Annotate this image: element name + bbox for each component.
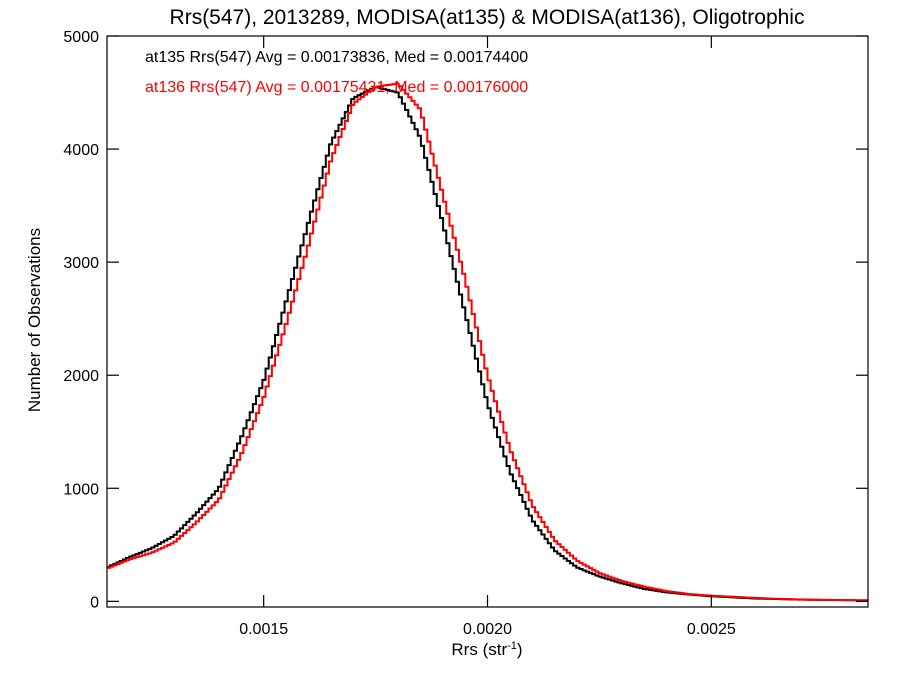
chart-title: Rrs(547), 2013289, MODISA(at135) & MODIS… [170,6,805,29]
annotation-at136: at136 Rrs(547) Avg = 0.00175431, Med = 0… [145,79,528,96]
plot-area: 0 1000 2000 3000 4000 5000 0.0015 0.0020 0.0025 [63,29,869,638]
series-line-at135 [107,86,868,602]
x-axis-label: Rrs (str-1) [451,640,522,659]
y-axis-label: Number of Observations [25,228,44,412]
y-tick-label: 3000 [63,255,99,272]
y-tick-label: 5000 [63,29,99,46]
x-axis-label-main: Rrs (str [451,640,507,659]
series-line-at136 [107,82,868,602]
plot-frame [106,35,869,608]
x-tick-label: 0.0025 [687,621,736,638]
y-tick-label: 0 [90,594,99,611]
annotation-at135: at135 Rrs(547) Avg = 0.00173836, Med = 0… [145,49,528,66]
y-tick-label: 4000 [63,142,99,159]
x-axis-label-close: ) [517,640,523,659]
x-axis-label-superscript: -1 [507,640,517,652]
y-tick-label: 2000 [63,368,99,385]
y-tick-label: 1000 [63,481,99,498]
x-tick-label: 0.0020 [463,621,512,638]
x-tick-label: 0.0015 [239,621,288,638]
